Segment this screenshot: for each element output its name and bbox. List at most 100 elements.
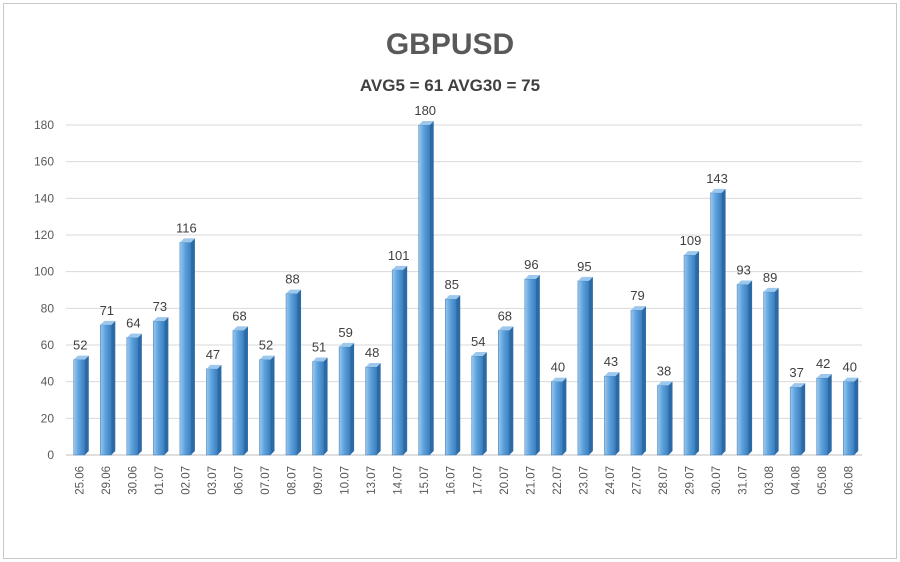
x-tick-label: 15.07	[419, 466, 431, 495]
bar-top	[365, 363, 381, 367]
bar-top	[684, 251, 700, 256]
y-tick-label: 120	[34, 228, 54, 242]
bar-side	[801, 383, 806, 455]
bar-top	[206, 364, 222, 369]
bar	[285, 289, 302, 456]
bar-side	[403, 265, 408, 455]
x-tick-label: 09.07	[313, 466, 325, 495]
data-label: 64	[126, 316, 140, 331]
data-label: 42	[816, 356, 830, 371]
data-label: 68	[498, 308, 512, 323]
bar	[338, 342, 355, 456]
y-tick-label: 40	[41, 375, 55, 389]
x-tick-label: 03.07	[207, 466, 219, 495]
x-tick-label: 08.07	[287, 466, 299, 495]
bar-top	[392, 265, 408, 270]
bar-front	[418, 124, 430, 456]
data-label: 51	[312, 340, 326, 355]
x-tick-label: 28.07	[658, 466, 670, 495]
bar-top	[73, 355, 89, 360]
bars: 52 71 64 73 116 47 68 52 88 51 59 48 101 180 85 54 68 96 4…	[73, 103, 859, 456]
bar-front	[630, 309, 643, 456]
bar-top	[604, 372, 620, 377]
bar-side	[535, 275, 540, 455]
data-label: 59	[338, 325, 352, 340]
bar	[365, 363, 381, 456]
bar	[259, 355, 275, 456]
x-tick-label: 03.08	[764, 466, 776, 495]
y-tick-label: 20	[41, 411, 55, 425]
bar	[471, 352, 487, 456]
bar-side	[164, 317, 169, 455]
bar-front	[206, 368, 218, 456]
data-label: 68	[232, 308, 246, 323]
y-tick-label: 60	[41, 338, 55, 352]
data-label: 38	[657, 363, 671, 378]
bar-front	[444, 298, 457, 456]
bar-front	[524, 278, 537, 456]
bar-front	[232, 330, 245, 456]
bar	[312, 357, 328, 456]
data-label: 54	[471, 334, 485, 349]
data-label: 40	[842, 360, 856, 375]
bar-side	[748, 280, 753, 455]
bar-front	[259, 359, 271, 456]
x-tick-label: 25.06	[74, 466, 86, 495]
bar-side	[482, 352, 487, 455]
bar	[551, 377, 567, 456]
bar-side	[270, 355, 275, 455]
bar-front	[153, 320, 165, 456]
bar-side	[243, 326, 248, 455]
bar-top	[790, 383, 806, 388]
data-label: 116	[176, 220, 197, 235]
bar-top	[153, 317, 169, 322]
bar	[657, 381, 673, 456]
bar	[232, 326, 248, 456]
y-tick-label: 100	[34, 265, 54, 279]
bar-top	[577, 276, 593, 281]
bar-side	[562, 377, 567, 455]
bar	[126, 333, 142, 456]
data-label: 52	[73, 338, 87, 353]
bar-top	[551, 377, 567, 382]
data-label: 96	[524, 257, 538, 272]
bar-side	[456, 295, 461, 455]
x-tick-label: 30.06	[127, 466, 139, 495]
x-tick-label: 05.08	[817, 466, 829, 495]
data-label: 52	[259, 338, 273, 353]
data-label: 79	[630, 288, 644, 303]
bar-front	[365, 366, 377, 456]
bar-side	[615, 372, 620, 455]
bar-top	[339, 342, 355, 347]
bar-front	[604, 375, 616, 456]
bar	[179, 238, 195, 456]
bar-side	[84, 355, 89, 455]
x-tick-label: 04.08	[791, 466, 803, 495]
bar-front	[763, 291, 775, 456]
bar-top	[445, 295, 461, 300]
data-label: 71	[100, 303, 114, 318]
bar-top	[126, 333, 142, 338]
bar-front	[657, 385, 669, 456]
bar-front	[471, 355, 484, 456]
data-label: 88	[285, 272, 299, 287]
y-tick-label: 140	[34, 191, 54, 205]
bar-side	[641, 306, 646, 455]
bar-front	[816, 377, 828, 456]
bar-top	[763, 287, 779, 292]
bar-side	[350, 342, 355, 455]
bar	[736, 280, 753, 456]
bar-front	[683, 254, 696, 456]
bar-front	[100, 324, 112, 456]
data-label: 109	[680, 233, 702, 248]
bar-top	[286, 289, 302, 294]
bar-side	[509, 326, 514, 455]
x-tick-label: 10.07	[340, 466, 352, 495]
bar	[100, 320, 116, 456]
x-axis-ticks: 25.06 29.06 30.06 01.07 02.07 03.07 06.07 07.07…	[74, 466, 855, 495]
bar	[842, 377, 859, 456]
bar-top	[312, 357, 328, 362]
bar-top	[232, 326, 248, 331]
bar	[444, 295, 461, 456]
